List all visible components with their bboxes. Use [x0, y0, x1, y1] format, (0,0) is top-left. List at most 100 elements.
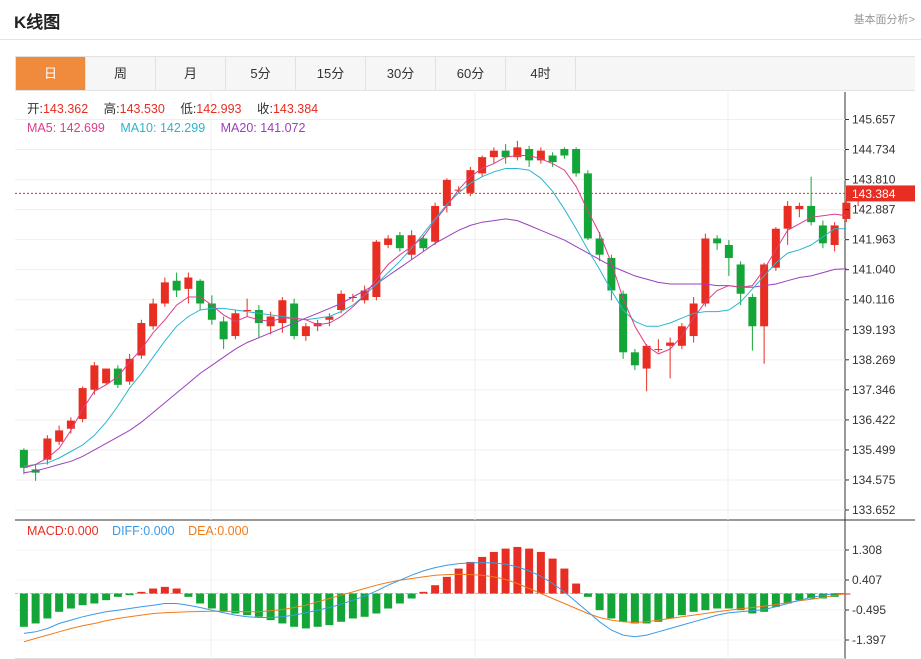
low-label: 低:: [180, 102, 197, 116]
candle-body: [795, 205, 804, 210]
high-value: 143.530: [119, 102, 165, 116]
open-label: 开:: [27, 102, 43, 116]
macd-bar: [172, 588, 181, 594]
macd-bar: [184, 593, 193, 597]
candle-body: [760, 264, 769, 327]
candle-body: [560, 149, 569, 156]
macd-bar: [513, 546, 522, 594]
kline-chart[interactable]: 145.657 144.734 143.810 142.887 141.963 141.0…: [15, 92, 915, 659]
candle-body: [654, 349, 663, 351]
candle-body: [842, 202, 851, 219]
candle-body: [525, 149, 534, 161]
header: K线图 基本面分析>: [0, 0, 921, 40]
macd-bar: [113, 593, 122, 597]
tab-60min[interactable]: 60分: [436, 57, 506, 90]
macd-bar: [501, 548, 510, 594]
macd-bar: [454, 568, 463, 594]
tab-5min[interactable]: 5分: [226, 57, 296, 90]
macd-bar: [701, 593, 710, 611]
macd-bar: [19, 593, 28, 627]
ohlc-legend: 开:143.362 高:143.530 低:142.993 收:143.384 …: [27, 100, 330, 138]
price-tick-label: 145.657: [852, 113, 896, 127]
macd-bar: [642, 593, 651, 624]
candle-body: [736, 264, 745, 294]
price-tick-label: 137.346: [852, 383, 896, 397]
fundamental-analysis-link[interactable]: 基本面分析>: [853, 14, 915, 26]
candle-body: [607, 257, 616, 291]
macd-bar: [78, 593, 87, 606]
candle-body: [172, 280, 181, 291]
candle-body: [160, 282, 169, 304]
macd-bar: [442, 576, 451, 594]
dea-line: [23, 573, 847, 643]
page-title: K线图: [14, 13, 61, 32]
candle-body: [207, 303, 216, 320]
candle-body: [102, 368, 111, 384]
candle-body: [419, 238, 428, 249]
tab-15min[interactable]: 15分: [296, 57, 366, 90]
macd-tick-label: -1.397: [852, 633, 886, 647]
macd-bar: [290, 593, 299, 627]
diff-line: [23, 562, 847, 638]
macd-bar: [595, 593, 604, 611]
ma10-value: 142.299: [159, 121, 206, 135]
macd-bar: [137, 591, 146, 594]
candle-body: [513, 147, 522, 158]
tab-30min[interactable]: 30分: [366, 57, 436, 90]
candle-body: [595, 238, 604, 255]
ma20-value: 141.072: [260, 121, 306, 135]
tab-month[interactable]: 月: [156, 57, 226, 90]
candle-body: [184, 277, 193, 289]
period-tabs: 日 周 月 5分 15分 30分 60分 4时: [15, 56, 915, 91]
macd-bar: [431, 585, 440, 594]
macd-bar: [360, 593, 369, 617]
close-label: 收:: [256, 102, 273, 116]
tab-day[interactable]: 日: [16, 57, 86, 90]
macd-legend: MACD:0.000 DIFF:0.000 DEA:0.000: [27, 524, 259, 538]
dea-value: 0.000: [217, 524, 249, 538]
price-tick-label: 138.269: [852, 353, 896, 367]
candle-body: [337, 293, 346, 311]
close-value: 143.384: [272, 102, 319, 116]
ma20-label: MA20:: [220, 121, 257, 135]
candle-body: [231, 313, 240, 337]
macd-bar: [489, 551, 498, 594]
candle-body: [548, 155, 557, 163]
macd-label: MACD:: [27, 524, 68, 538]
macd-bar: [243, 593, 252, 616]
candle-body: [724, 244, 733, 258]
macd-bar: [325, 593, 334, 626]
macd-bar: [90, 593, 99, 604]
macd-bar: [395, 593, 404, 604]
ma20-line: [23, 218, 847, 474]
macd-bar: [160, 586, 169, 594]
candle-body: [372, 241, 381, 298]
candle-body: [90, 365, 99, 390]
candle-body: [713, 238, 722, 244]
macd-bar: [572, 583, 581, 594]
macd-bar: [43, 593, 52, 619]
candle-body: [254, 310, 263, 324]
macd-bar: [818, 593, 827, 599]
macd-bar: [724, 593, 733, 609]
macd-bar: [677, 593, 686, 616]
candle-body: [583, 173, 592, 239]
macd-tick-label: 1.308: [852, 543, 882, 557]
tab-week[interactable]: 周: [86, 57, 156, 90]
candle-body: [78, 388, 87, 419]
tab-4hour[interactable]: 4时: [506, 57, 576, 90]
candle-body: [290, 303, 299, 337]
high-label: 高:: [103, 102, 120, 116]
macd-tick-label: 0.407: [852, 573, 882, 587]
diff-label: DIFF:: [112, 524, 144, 538]
ma5-line: [23, 155, 847, 469]
macd-bar: [760, 593, 769, 612]
macd-bar: [266, 593, 275, 621]
macd-bar: [125, 593, 134, 596]
candle-body: [466, 170, 475, 193]
candle-body: [43, 438, 52, 460]
candle-body: [536, 150, 545, 161]
candle-body: [501, 150, 510, 158]
price-tick-label: 143.810: [852, 173, 896, 187]
price-tick-label: 139.193: [852, 323, 896, 337]
